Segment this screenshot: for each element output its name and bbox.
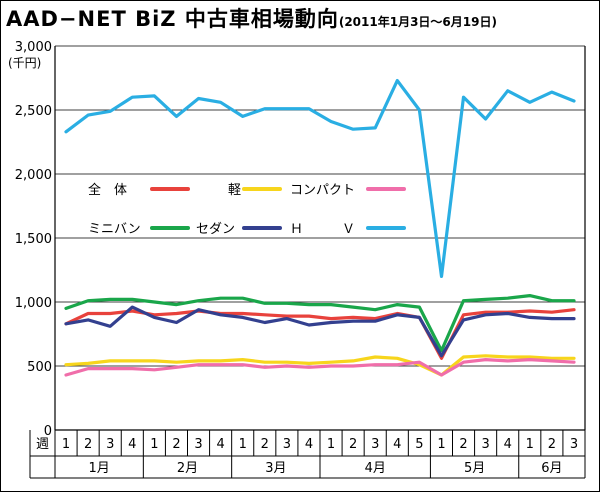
week-header-label: 週 xyxy=(36,437,49,452)
week-label: 1 xyxy=(526,437,534,452)
week-label: 3 xyxy=(106,437,114,452)
legend-label-5: セダン xyxy=(196,222,235,237)
month-label: 5月 xyxy=(464,461,485,476)
week-label: 4 xyxy=(216,437,224,452)
month-label: 2月 xyxy=(177,461,198,476)
series-line-3 xyxy=(64,358,576,377)
y-tick-label: 1,500 xyxy=(15,232,52,247)
series-line-5 xyxy=(64,305,576,358)
week-label: 1 xyxy=(150,437,158,452)
week-label: 1 xyxy=(437,437,445,452)
week-label: 3 xyxy=(283,437,291,452)
month-label: 4月 xyxy=(365,461,386,476)
week-label: 5 xyxy=(415,437,423,452)
y-tick-label: 3,000 xyxy=(15,40,52,55)
week-label: 3 xyxy=(194,437,202,452)
legend-label-6: Ｈ Ｖ xyxy=(290,222,355,237)
legend-label-4: ミニバン xyxy=(88,222,141,237)
week-label: 4 xyxy=(504,437,512,452)
week-label: 1 xyxy=(239,437,247,452)
week-label: 2 xyxy=(261,437,269,452)
legend-label-3: コンパクト xyxy=(290,183,355,198)
series-line-2 xyxy=(64,354,576,377)
legend-label-1: 全 体 xyxy=(88,182,127,198)
series-line-4 xyxy=(64,294,576,353)
week-label: 4 xyxy=(128,437,136,452)
legend-label-2: 軽 xyxy=(228,183,241,198)
week-label: 1 xyxy=(62,437,70,452)
month-label: 1月 xyxy=(89,461,110,476)
week-label: 2 xyxy=(548,437,556,452)
y-tick-label: 2,500 xyxy=(15,104,52,119)
chart-title-main: AAD−NET BiZ 中古車相場動向 xyxy=(6,7,339,31)
y-tick-label: 2,000 xyxy=(15,168,52,183)
chart-subtitle: (2011年1月3日〜6月19日) xyxy=(338,15,497,29)
y-tick-label: 0 xyxy=(44,424,52,439)
week-label: 2 xyxy=(84,437,92,452)
week-label: 1 xyxy=(327,437,335,452)
week-label: 2 xyxy=(349,437,357,452)
y-axis-unit: (千円) xyxy=(8,56,41,70)
week-label: 3 xyxy=(371,437,379,452)
week-label: 4 xyxy=(393,437,401,452)
week-label: 2 xyxy=(172,437,180,452)
week-label: 2 xyxy=(459,437,467,452)
y-tick-label: 500 xyxy=(27,360,52,375)
y-tick-label: 1,000 xyxy=(15,296,52,311)
week-label: 4 xyxy=(305,437,313,452)
chart-title: AAD−NET BiZ 中古車相場動向(2011年1月3日〜6月19日) xyxy=(6,3,497,33)
week-label: 3 xyxy=(570,437,578,452)
month-label: 6月 xyxy=(541,461,562,476)
series-line-1 xyxy=(64,308,576,360)
week-label: 3 xyxy=(481,437,489,452)
series-line-6 xyxy=(64,78,576,278)
month-label: 3月 xyxy=(265,461,286,476)
